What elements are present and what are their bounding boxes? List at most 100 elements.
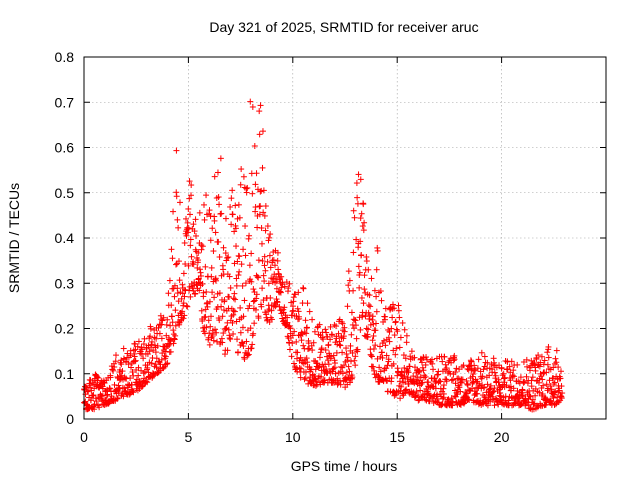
data-point [385,334,392,341]
data-point [367,321,374,328]
data-point [521,378,528,385]
data-point [288,353,295,360]
data-point [405,369,412,376]
data-point [274,249,281,256]
data-point [226,293,233,300]
data-point [389,314,396,321]
data-point [396,344,403,351]
data-point [415,397,422,404]
data-point [181,286,188,293]
data-point [90,392,97,399]
data-point [295,308,302,315]
data-point [498,365,505,372]
data-point [359,223,366,230]
data-point [402,355,409,362]
data-point [140,355,147,362]
data-point [311,328,318,335]
data-point [357,215,364,222]
data-point [253,295,260,302]
data-point [200,324,207,331]
data-point [92,371,99,378]
data-point [158,335,165,342]
data-point [330,352,337,359]
data-point [557,368,564,375]
data-point [437,378,444,385]
data-point [112,352,119,359]
data-point [268,307,275,314]
data-point [264,223,271,230]
data-point [451,356,458,363]
data-point [357,176,364,183]
data-point [491,385,498,392]
data-point [230,307,237,314]
data-point [220,266,227,273]
data-point [192,290,199,297]
data-point [185,225,192,232]
data-point [384,362,391,369]
data-point [486,386,493,393]
data-point [132,357,139,364]
data-point [196,287,203,294]
data-point [306,345,313,352]
data-point [439,358,446,365]
data-point [343,369,350,376]
data-point [241,355,248,362]
data-point [244,184,251,191]
data-point [474,365,481,372]
data-point [267,264,274,271]
data-point [180,270,187,277]
data-point [304,345,311,352]
data-point [487,382,494,389]
data-point [203,324,210,331]
data-point [491,359,498,366]
data-point [300,285,307,292]
data-point [416,377,423,384]
data-point [252,181,259,188]
data-point [225,254,232,261]
data-point [536,389,543,396]
data-point [349,349,356,356]
data-point [231,228,238,235]
data-point [284,319,291,326]
data-point [289,308,296,315]
data-point [236,214,243,221]
data-point [318,373,325,380]
data-point [369,337,376,344]
data-point [262,227,269,234]
data-point [216,317,223,324]
data-point [147,333,154,340]
data-points [81,98,566,413]
data-point [258,240,265,247]
data-point [205,317,212,324]
data-point [355,171,362,178]
data-point [232,296,239,303]
data-point [188,253,195,260]
data-point [351,214,358,221]
data-point [440,390,447,397]
data-point [347,342,354,349]
data-point [363,258,370,265]
data-point [327,336,334,343]
data-point [545,354,552,361]
data-point [128,381,135,388]
data-point [130,389,137,396]
data-point [422,373,429,380]
data-point [339,320,346,327]
data-point [83,401,90,408]
data-point [250,298,257,305]
data-point [277,288,284,295]
data-point [382,313,389,320]
data-point [140,370,147,377]
data-point [344,357,351,364]
data-point [490,388,497,395]
data-point [265,237,272,244]
data-point [457,388,464,395]
data-point [316,321,323,328]
data-point [559,390,566,397]
data-point [128,364,135,371]
data-point [268,316,275,323]
data-point [351,325,358,332]
data-point [337,363,344,370]
data-point [202,263,209,270]
data-point [434,395,441,402]
